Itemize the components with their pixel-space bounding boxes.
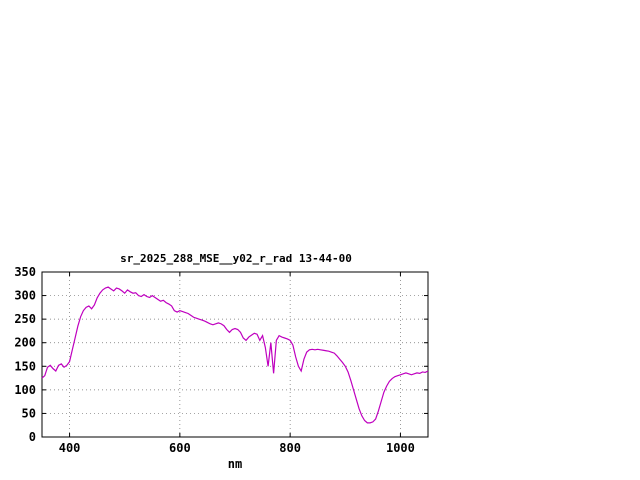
y-tick-label: 350 bbox=[14, 265, 36, 279]
grid-lines bbox=[42, 272, 428, 437]
x-tick-label: 600 bbox=[169, 441, 191, 455]
y-tick-label: 200 bbox=[14, 336, 36, 350]
plot-border bbox=[41, 271, 429, 438]
y-tick-label: 0 bbox=[29, 430, 36, 444]
x-tick-label: 800 bbox=[279, 441, 301, 455]
y-tick-label: 300 bbox=[14, 289, 36, 303]
y-axis-labels: 0 50 100 150 200 250 300 350 bbox=[14, 265, 36, 444]
y-tick-label: 250 bbox=[14, 312, 36, 326]
axis-ticks bbox=[42, 271, 428, 438]
x-axis-labels: 400 600 800 1000 bbox=[59, 441, 415, 455]
x-tick-label: 400 bbox=[59, 441, 81, 455]
y-tick-label: 150 bbox=[14, 359, 36, 373]
x-tick-label: 1000 bbox=[386, 441, 415, 455]
chart-title: sr_2025_288_MSE__y02_r_rad 13-44-00 bbox=[120, 252, 352, 265]
y-tick-label: 50 bbox=[22, 406, 36, 420]
y-tick-label: 100 bbox=[14, 383, 36, 397]
x-axis-unit-label: nm bbox=[228, 457, 242, 471]
spectrum-line bbox=[41, 286, 429, 424]
